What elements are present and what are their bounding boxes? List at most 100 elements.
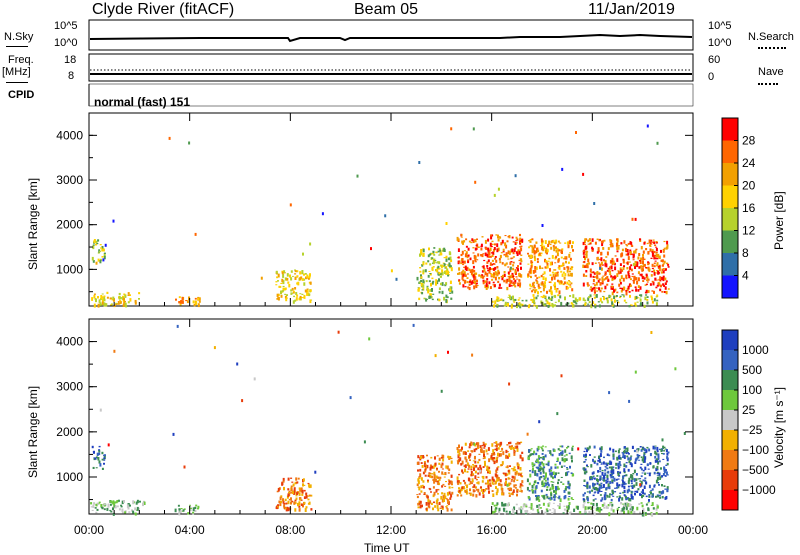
colorbar-tick-label: 100 [742, 383, 762, 397]
echo-cell [662, 453, 665, 455]
echo-cell [648, 268, 651, 272]
echo-cell [546, 495, 549, 499]
echo-cell [516, 493, 518, 497]
echo-cell [304, 289, 307, 293]
echo-cell [626, 244, 629, 247]
echo-cell [503, 304, 506, 307]
echo-cell [611, 301, 614, 305]
echo-cell [567, 505, 570, 509]
echo-cell [629, 241, 632, 245]
echo-cell [301, 493, 304, 496]
echo-cell [630, 495, 633, 500]
echo-cell [630, 504, 633, 506]
echo-cell [631, 474, 634, 479]
echo-cell [468, 478, 471, 482]
echo-cell [124, 300, 126, 303]
echo-cell [552, 502, 555, 504]
echo-cell [475, 479, 478, 481]
echo-point [506, 483, 509, 487]
echo-cell [604, 465, 607, 468]
echo-cell [308, 484, 311, 487]
echo-cell [534, 470, 537, 474]
echo-cell [635, 248, 638, 251]
echo-cell [648, 484, 651, 489]
echo-cell [639, 303, 642, 306]
echo-cell [588, 485, 591, 489]
echo-cell [477, 246, 480, 248]
echo-cell [109, 503, 112, 506]
echo-cell [639, 486, 642, 488]
echo-cell [97, 258, 100, 262]
echo-cell [616, 273, 619, 277]
echo-cell [519, 241, 522, 244]
echo-cell [643, 448, 646, 452]
echo-cell [613, 295, 616, 299]
echo-cell [535, 305, 538, 309]
echo-cell [422, 485, 425, 489]
echo-point [107, 443, 110, 447]
echo-cell [562, 283, 565, 286]
echo-cell [560, 476, 563, 478]
echo-cell [536, 482, 539, 484]
echo-cell [419, 504, 422, 509]
echo-cell [448, 251, 451, 255]
echo-cell [553, 449, 556, 452]
echo-cell [636, 280, 639, 285]
echo-cell [491, 490, 494, 492]
echo-cell [117, 301, 120, 305]
echo-cell [626, 502, 629, 504]
echo-cell [122, 303, 125, 307]
echo-cell [112, 507, 114, 510]
echo-cell [476, 444, 479, 448]
echo-cell [531, 250, 534, 254]
echo-cell [98, 299, 101, 303]
echo-cell [474, 276, 477, 280]
echo-cell [534, 289, 537, 294]
echo-cell [437, 508, 440, 512]
echo-cell [637, 271, 640, 275]
echo-cell [417, 289, 420, 291]
echo-cell [477, 481, 480, 485]
echo-cell [544, 482, 547, 484]
echo-cell [445, 294, 448, 298]
echo-cell [110, 304, 112, 306]
echo-cell [555, 472, 557, 476]
echo-cell [625, 253, 628, 256]
echo-cell [553, 269, 556, 271]
echo-cell [440, 275, 442, 278]
echo-cell [490, 454, 493, 459]
echo-cell [501, 461, 504, 465]
echo-cell [604, 262, 607, 267]
echo-cell [651, 241, 654, 243]
echo-cell [489, 482, 492, 486]
echo-cell [416, 483, 419, 486]
echo-cell [441, 471, 444, 475]
echo-cell [645, 248, 648, 251]
echo-cell [646, 472, 649, 474]
echo-cell [539, 507, 542, 509]
echo-cell [566, 269, 569, 273]
echo-cell [541, 246, 544, 251]
echo-cell [554, 247, 557, 250]
nsearch-label: N.Search [748, 31, 794, 43]
colorbar-swatch [722, 163, 738, 186]
echo-cell [582, 252, 585, 255]
echo-cell [468, 240, 471, 243]
echo-point [356, 174, 359, 178]
echo-cell [447, 455, 450, 459]
echo-cell [486, 267, 489, 269]
echo-cell [642, 260, 644, 265]
echo-cell [520, 254, 523, 256]
echo-cell [512, 275, 515, 278]
echo-cell [612, 448, 615, 453]
echo-cell [592, 283, 595, 285]
echo-cell [515, 503, 518, 506]
echo-cell [545, 247, 548, 249]
echo-cell [448, 480, 451, 482]
echo-cell [495, 471, 498, 474]
echo-cell [613, 289, 615, 293]
echo-cell [550, 466, 553, 470]
echo-cell [666, 245, 669, 249]
echo-cell [542, 276, 545, 280]
echo-cell [309, 273, 311, 277]
